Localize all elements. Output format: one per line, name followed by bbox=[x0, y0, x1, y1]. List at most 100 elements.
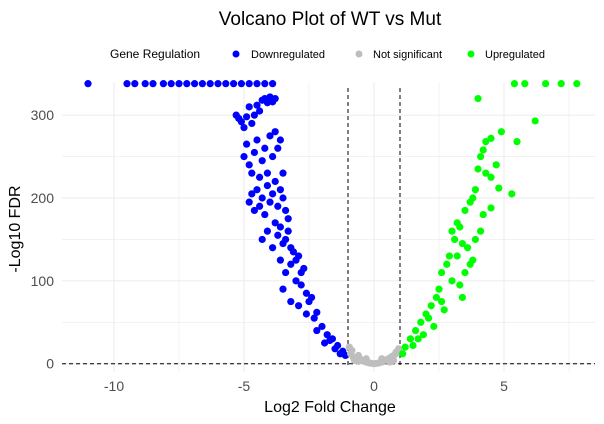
y-tick-label: 0 bbox=[46, 356, 54, 372]
point-upregulated bbox=[479, 210, 487, 219]
point-downregulated bbox=[258, 157, 266, 165]
point-downregulated bbox=[263, 181, 271, 190]
point-downregulated bbox=[237, 118, 245, 126]
reference-lines bbox=[62, 88, 595, 366]
legend-label-downregulated: Downregulated bbox=[251, 49, 325, 61]
point-downregulated bbox=[261, 144, 269, 152]
point-downregulated bbox=[287, 260, 295, 268]
legend-label-not-significant: Not significant bbox=[373, 49, 442, 61]
point-upregulated bbox=[477, 227, 485, 235]
point-downregulated bbox=[159, 80, 167, 88]
point-upregulated bbox=[419, 331, 427, 339]
point-upregulated bbox=[443, 260, 451, 268]
point-downregulated bbox=[131, 80, 139, 88]
point-upregulated bbox=[487, 134, 495, 142]
point-upregulated bbox=[469, 256, 477, 264]
point-upregulated bbox=[427, 302, 435, 310]
point-downregulated bbox=[253, 136, 261, 144]
x-tick-label: 0 bbox=[370, 378, 378, 394]
point-downregulated bbox=[276, 223, 284, 231]
point-downregulated bbox=[230, 80, 238, 88]
point-downregulated bbox=[256, 173, 264, 181]
point-upregulated bbox=[510, 80, 518, 88]
point-upregulated bbox=[474, 165, 482, 173]
point-downregulated bbox=[222, 80, 230, 88]
point-downregulated bbox=[318, 322, 326, 331]
legend-title: Gene Regulation bbox=[110, 47, 200, 61]
legend-key-not-significant bbox=[355, 50, 363, 58]
x-tick-label: -10 bbox=[104, 378, 124, 394]
point-downregulated bbox=[292, 256, 300, 264]
point-downregulated bbox=[245, 198, 253, 206]
point-upregulated bbox=[521, 80, 529, 88]
grid bbox=[62, 82, 595, 372]
point-upregulated bbox=[448, 277, 456, 285]
point-downregulated bbox=[287, 297, 295, 306]
point-downregulated bbox=[256, 202, 264, 210]
point-upregulated bbox=[414, 335, 422, 343]
point-downregulated bbox=[287, 244, 295, 252]
point-upregulated bbox=[412, 326, 420, 335]
point-upregulated bbox=[445, 252, 453, 260]
point-downregulated bbox=[248, 169, 256, 177]
point-downregulated bbox=[245, 161, 253, 169]
point-upregulated bbox=[461, 206, 469, 215]
point-downregulated bbox=[141, 80, 149, 88]
point-downregulated bbox=[175, 80, 183, 88]
point-downregulated bbox=[263, 227, 271, 235]
point-upregulated bbox=[451, 235, 459, 244]
point-downregulated bbox=[276, 186, 284, 194]
point-upregulated bbox=[487, 173, 495, 181]
point-downregulated bbox=[269, 190, 277, 198]
point-downregulated bbox=[261, 210, 269, 219]
point-downregulated bbox=[258, 235, 266, 244]
point-downregulated bbox=[313, 326, 321, 335]
point-downregulated bbox=[331, 345, 339, 353]
point-downregulated bbox=[198, 80, 206, 88]
point-downregulated bbox=[263, 169, 271, 177]
point-downregulated bbox=[295, 302, 303, 310]
point-downregulated bbox=[271, 128, 279, 136]
point-downregulated bbox=[279, 285, 287, 293]
point-not-significant bbox=[378, 355, 386, 363]
point-downregulated bbox=[282, 206, 290, 215]
point-downregulated bbox=[245, 103, 253, 111]
point-downregulated bbox=[269, 244, 277, 252]
point-upregulated bbox=[440, 306, 448, 314]
point-upregulated bbox=[466, 198, 474, 206]
point-downregulated bbox=[245, 80, 253, 88]
point-not-significant bbox=[350, 356, 359, 364]
point-downregulated bbox=[183, 80, 191, 88]
point-upregulated bbox=[401, 343, 409, 351]
point-downregulated bbox=[313, 308, 321, 316]
point-downregulated bbox=[266, 198, 274, 206]
chart-title: Volcano Plot of WT vs Mut bbox=[219, 9, 442, 30]
y-tick-label: 200 bbox=[31, 190, 55, 206]
point-downregulated bbox=[191, 80, 199, 88]
point-downregulated bbox=[279, 169, 287, 177]
point-not-significant bbox=[362, 355, 370, 363]
y-tick-label: 100 bbox=[31, 273, 55, 289]
point-upregulated bbox=[474, 94, 482, 103]
point-downregulated bbox=[284, 227, 292, 235]
point-downregulated bbox=[253, 80, 261, 88]
point-downregulated bbox=[214, 80, 222, 88]
point-upregulated bbox=[497, 128, 505, 136]
legend-label-upregulated: Upregulated bbox=[485, 49, 545, 61]
point-downregulated bbox=[292, 277, 300, 285]
point-upregulated bbox=[430, 322, 438, 331]
legend-key-downregulated bbox=[232, 50, 240, 58]
point-downregulated bbox=[282, 268, 290, 277]
point-upregulated bbox=[453, 252, 461, 260]
point-downregulated bbox=[336, 350, 344, 358]
point-downregulated bbox=[274, 231, 282, 239]
point-upregulated bbox=[435, 285, 443, 293]
point-downregulated bbox=[297, 281, 305, 289]
point-upregulated bbox=[464, 244, 472, 252]
point-downregulated bbox=[253, 186, 261, 194]
point-upregulated bbox=[417, 318, 425, 326]
point-downregulated bbox=[243, 113, 251, 121]
x-axis-title: Log2 Fold Change bbox=[264, 399, 396, 416]
point-not-significant bbox=[348, 346, 356, 355]
